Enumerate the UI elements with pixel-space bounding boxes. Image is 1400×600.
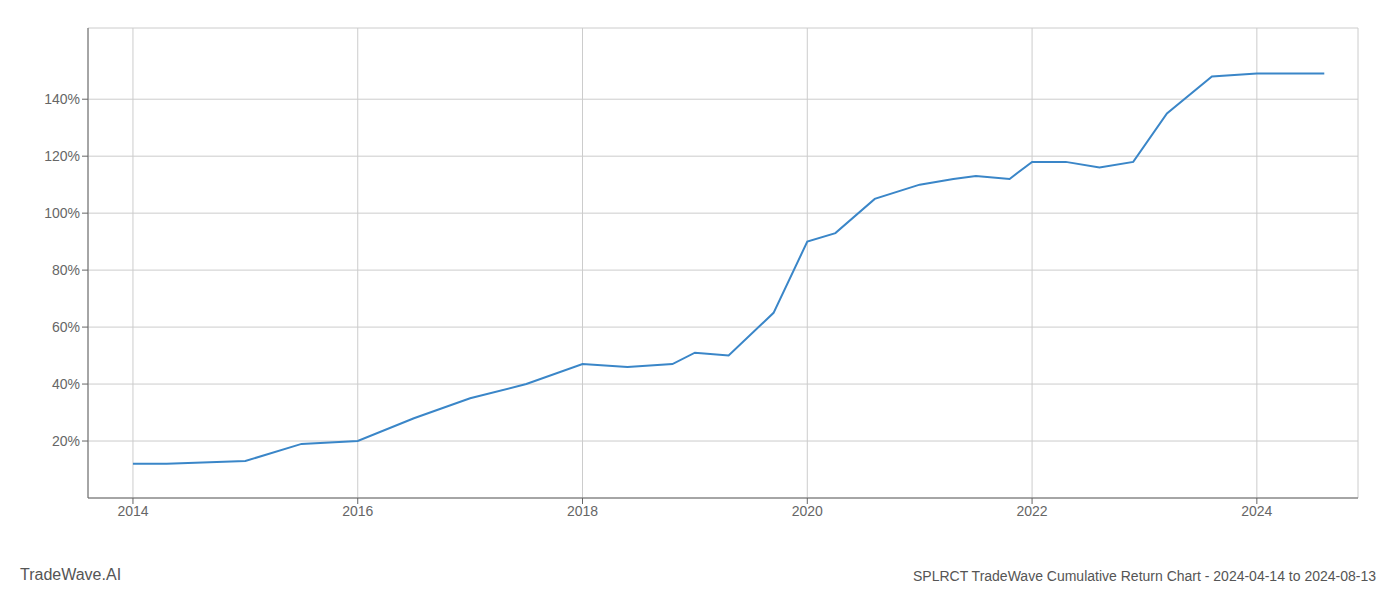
svg-text:140%: 140% — [44, 91, 80, 107]
svg-text:2018: 2018 — [567, 503, 598, 519]
svg-text:80%: 80% — [52, 262, 80, 278]
svg-text:2024: 2024 — [1241, 503, 1272, 519]
svg-text:120%: 120% — [44, 148, 80, 164]
svg-text:2022: 2022 — [1016, 503, 1047, 519]
svg-text:2016: 2016 — [342, 503, 373, 519]
svg-text:2014: 2014 — [117, 503, 148, 519]
svg-text:40%: 40% — [52, 376, 80, 392]
svg-text:60%: 60% — [52, 319, 80, 335]
html-text:TradeWave.AI: TradeWave.AI — [20, 566, 122, 583]
svg-text:20%: 20% — [52, 433, 80, 449]
svg-text:100%: 100% — [44, 205, 80, 221]
svg-text:2020: 2020 — [792, 503, 823, 519]
html-text:SPLRCT TradeWave Cumulative Re: SPLRCT TradeWave Cumulative Return Chart… — [913, 568, 1376, 584]
